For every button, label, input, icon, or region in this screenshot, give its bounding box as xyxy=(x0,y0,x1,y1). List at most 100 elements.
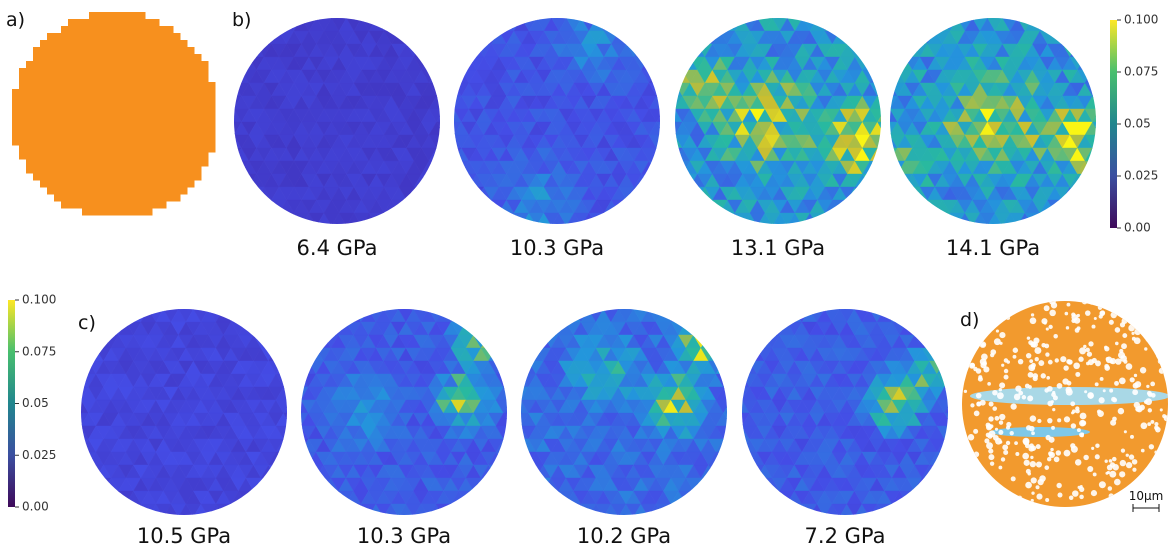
mesh-cell xyxy=(278,18,295,19)
mesh-cell xyxy=(495,347,507,362)
mesh-cell xyxy=(283,347,287,362)
mesh-cell xyxy=(283,321,287,336)
mesh-cell xyxy=(890,30,891,45)
mesh-cell xyxy=(536,18,552,19)
mesh-cell xyxy=(949,212,966,224)
voxel xyxy=(138,131,146,139)
mesh-cell xyxy=(521,490,522,505)
mesh-cell xyxy=(241,30,257,45)
voxel xyxy=(180,138,188,146)
voxel xyxy=(33,96,41,104)
voxel xyxy=(131,180,139,188)
mesh-cell xyxy=(809,212,826,224)
mesh-cell xyxy=(519,491,534,504)
mesh-cell xyxy=(491,18,507,19)
mesh-cell xyxy=(610,309,627,310)
mesh-cell xyxy=(301,451,309,466)
voxel xyxy=(103,61,111,69)
mesh-cell xyxy=(495,425,507,440)
voxel xyxy=(54,110,62,118)
mesh-cell xyxy=(521,477,529,492)
mesh-cell xyxy=(361,18,377,19)
voxel xyxy=(201,75,209,83)
mesh-cell xyxy=(904,212,921,224)
voxel xyxy=(173,138,181,146)
mesh-cell xyxy=(495,309,507,310)
mesh-cell xyxy=(301,477,309,492)
mesh-cell xyxy=(897,18,913,32)
mesh-cell xyxy=(893,18,908,31)
mesh-cell xyxy=(492,226,507,239)
voxel xyxy=(159,68,167,76)
voxel xyxy=(152,82,160,90)
mesh-cell xyxy=(731,439,746,452)
voxel xyxy=(103,187,111,195)
voxel xyxy=(103,40,111,48)
mesh-cell xyxy=(878,226,893,239)
mesh-cell xyxy=(558,309,574,310)
mesh-cell xyxy=(503,490,507,505)
voxel xyxy=(68,187,76,195)
mesh-cell xyxy=(495,321,507,336)
mesh-cell xyxy=(413,212,430,224)
mesh-cell xyxy=(444,226,459,239)
voxel xyxy=(96,96,104,104)
voxel xyxy=(194,173,202,181)
voxel xyxy=(103,131,111,139)
mesh-cell xyxy=(513,18,530,19)
mesh-cell xyxy=(452,31,467,44)
mesh-cell xyxy=(406,212,422,224)
mesh-cell xyxy=(459,517,474,530)
voxel xyxy=(68,19,76,27)
mesh-cell xyxy=(521,425,522,440)
voxel xyxy=(61,47,69,55)
voxel xyxy=(166,54,174,62)
mesh-cell xyxy=(890,160,891,175)
mesh-cell xyxy=(890,43,891,58)
mesh-cell xyxy=(454,18,470,19)
mesh-cell xyxy=(480,309,497,310)
mesh-cell xyxy=(960,296,975,309)
voxel xyxy=(180,89,188,97)
mesh-cell xyxy=(535,477,552,492)
mesh-cell xyxy=(421,186,437,201)
voxel xyxy=(131,26,139,34)
voxel xyxy=(180,173,188,181)
voxel xyxy=(47,166,55,174)
mesh-cell xyxy=(461,212,477,224)
mesh-cell xyxy=(230,309,247,323)
mesh-cell xyxy=(1077,43,1093,58)
mesh-cell xyxy=(521,309,537,310)
voxel xyxy=(124,187,132,195)
mesh-cell xyxy=(301,464,309,479)
mesh-cell xyxy=(283,309,287,323)
mesh-cell xyxy=(345,503,362,515)
voxel xyxy=(187,145,195,153)
mesh-cell xyxy=(675,30,683,45)
mesh-disc xyxy=(81,309,287,515)
mesh-cell xyxy=(708,321,724,336)
voxel xyxy=(61,96,69,104)
voxel xyxy=(166,110,174,118)
voxel xyxy=(159,124,167,132)
mesh-cell xyxy=(1100,5,1115,18)
voxel xyxy=(131,201,139,209)
mesh-cell xyxy=(779,309,795,310)
voxel xyxy=(152,138,160,146)
voxel xyxy=(124,201,132,209)
voxel xyxy=(96,124,104,132)
mesh-cell xyxy=(656,212,660,224)
mesh-cell xyxy=(480,321,497,336)
voxel xyxy=(89,12,97,20)
mesh-cell xyxy=(353,18,370,19)
mesh-cell xyxy=(648,186,660,201)
voxel xyxy=(96,82,104,90)
mesh-cell xyxy=(275,309,287,323)
mesh-cell xyxy=(1084,160,1096,175)
voxel xyxy=(47,61,55,69)
voxel xyxy=(54,96,62,104)
mesh-cell xyxy=(899,309,915,323)
mesh-cell xyxy=(779,309,795,323)
mesh-cell xyxy=(283,438,287,453)
mesh-cell xyxy=(450,503,467,515)
